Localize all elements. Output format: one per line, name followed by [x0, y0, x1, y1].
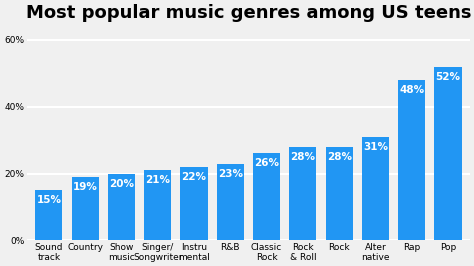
- Bar: [362, 137, 389, 240]
- Text: 31%: 31%: [363, 142, 388, 152]
- Title: Most popular music genres among US teens: Most popular music genres among US teens: [26, 4, 471, 22]
- Text: 23%: 23%: [218, 169, 243, 178]
- Text: 28%: 28%: [291, 152, 315, 162]
- Text: 15%: 15%: [36, 195, 61, 205]
- Text: 20%: 20%: [109, 178, 134, 189]
- Bar: [108, 173, 135, 240]
- Bar: [35, 190, 63, 240]
- Text: 19%: 19%: [73, 182, 98, 192]
- Bar: [72, 177, 99, 240]
- Bar: [253, 153, 280, 240]
- Bar: [398, 80, 425, 240]
- Bar: [144, 170, 171, 240]
- Text: 28%: 28%: [327, 152, 352, 162]
- Bar: [217, 164, 244, 240]
- Text: 48%: 48%: [399, 85, 424, 95]
- Text: 22%: 22%: [182, 172, 207, 182]
- Text: 52%: 52%: [436, 72, 461, 82]
- Bar: [326, 147, 353, 240]
- Bar: [289, 147, 317, 240]
- Bar: [435, 66, 462, 240]
- Bar: [181, 167, 208, 240]
- Text: 21%: 21%: [145, 175, 170, 185]
- Text: 26%: 26%: [254, 159, 279, 168]
